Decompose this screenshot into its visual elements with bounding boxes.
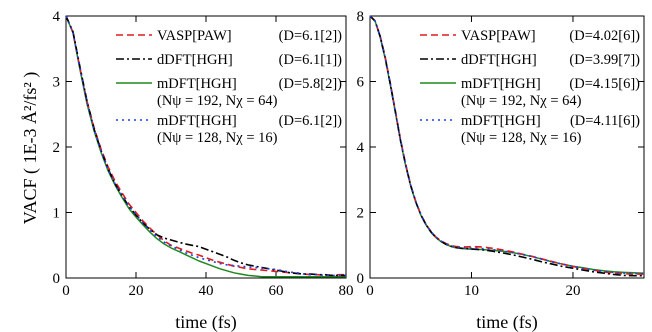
x-tick-label: 20 xyxy=(129,283,144,299)
legend-series-name: mDFT[HGH] xyxy=(461,76,541,92)
legend-series-name: VASP[PAW] xyxy=(157,28,232,44)
legend-series-name: dDFT[HGH] xyxy=(157,52,233,68)
legend-diffusion-label: (D=3.99[7]) xyxy=(569,52,640,68)
y-tick-label: 2 xyxy=(53,140,61,156)
y-axis-title: VACF ( 1E-3 Å²/fs² ) xyxy=(20,72,41,224)
legend-param-label: (Nψ = 192, Nχ = 64) xyxy=(461,93,582,109)
x-tick-label: 0 xyxy=(62,283,70,299)
legend-param-label: (Nψ = 128, Nχ = 16) xyxy=(461,130,582,146)
x-tick-label: 10 xyxy=(464,283,479,299)
left-panel: 0 20 40 60 80 0 1 2 3 4 time (fs) VASP[PAW] (D=6.1[2… xyxy=(53,9,354,332)
legend-diffusion-label: (D=6.1[2]) xyxy=(279,113,343,129)
y-tick-label: 8 xyxy=(357,9,365,25)
legend-series-name: mDFT[HGH] xyxy=(157,76,237,92)
x-tick-label: 60 xyxy=(269,283,284,299)
legend-series-name: dDFT[HGH] xyxy=(461,52,537,68)
x-tick-label: 20 xyxy=(565,283,580,299)
x-tick-label: 80 xyxy=(339,283,354,299)
x-tick-label: 0 xyxy=(366,283,374,299)
series-line-3 xyxy=(369,15,645,275)
y-tick-label: 4 xyxy=(53,9,61,25)
legend-diffusion-label: (D=4.15[6]) xyxy=(569,76,640,92)
x-tick-label: 40 xyxy=(199,283,214,299)
legend-diffusion-label: (D=6.1[1]) xyxy=(279,52,343,68)
right-panel: 0 10 20 0 2 4 6 8 time (fs) VASP[PAW] (D=4.02[6]) d… xyxy=(357,9,645,332)
y-tick-label: 4 xyxy=(357,140,365,156)
legend-series-name: mDFT[HGH] xyxy=(461,113,541,129)
legend-param-label: (Nψ = 192, Nχ = 64) xyxy=(157,93,278,109)
legend-diffusion-label: (D=6.1[2]) xyxy=(279,28,343,44)
series-line-1 xyxy=(65,15,346,277)
y-tick-label: 6 xyxy=(357,75,365,91)
legend-series-name: VASP[PAW] xyxy=(461,28,536,44)
y-tick-label: 2 xyxy=(357,206,365,222)
series-line-0 xyxy=(369,15,644,275)
y-tick-label: 3 xyxy=(53,75,61,91)
legend-diffusion-label: (D=5.8[2]) xyxy=(279,76,343,92)
legend-param-label: (Nψ = 128, Nχ = 16) xyxy=(157,130,278,146)
y-tick-label: 0 xyxy=(53,271,61,287)
y-tick-label: 1 xyxy=(53,206,61,222)
legend-diffusion-label: (D=4.11[6]) xyxy=(570,113,640,129)
legend-series-name: mDFT[HGH] xyxy=(157,113,237,129)
x-axis-title: time (fs) xyxy=(175,312,236,332)
y-tick-label: 0 xyxy=(357,271,365,287)
legend-diffusion-label: (D=4.02[6]) xyxy=(569,28,640,44)
x-axis-title: time (fs) xyxy=(476,312,537,332)
